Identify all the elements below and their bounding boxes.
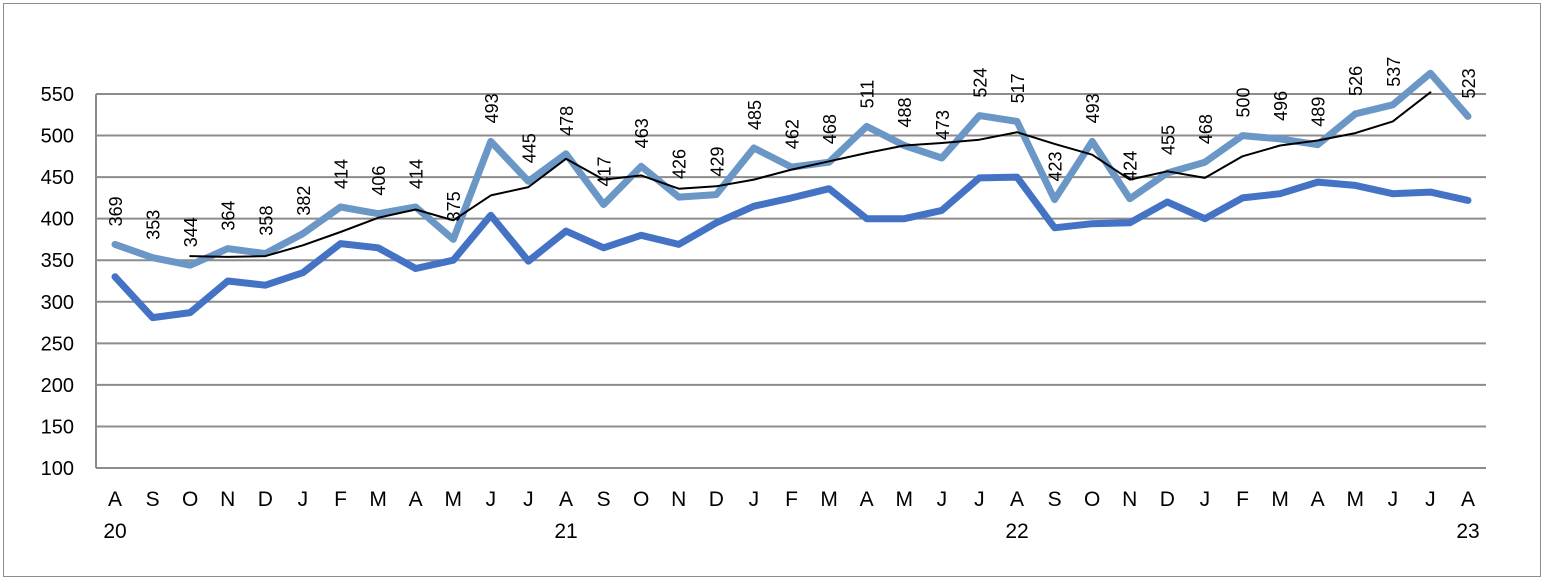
data-label: 488 [895,97,915,127]
y-tick-label: 250 [41,333,74,355]
x-tick-label: J [937,488,948,511]
y-tick-label: 300 [41,292,74,314]
x-tick-label: S [146,488,160,511]
data-label: 526 [1346,66,1366,96]
data-label: 468 [820,114,840,144]
data-label: 375 [444,191,464,221]
gridlines [96,93,1486,469]
series-line-1 [111,173,1472,322]
x-tick-label: F [1236,488,1249,511]
data-label: 406 [369,166,389,196]
x-tick-label: J [298,488,309,511]
data-label: 468 [1196,114,1216,144]
data-label: 353 [144,210,164,240]
x-tick-label: A [108,488,122,511]
x-tick-label: J [1388,488,1399,511]
data-label: 489 [1309,97,1329,127]
x-tick-label: F [785,488,798,511]
y-tick-label: 100 [41,458,74,480]
x-tick-label: S [597,488,611,511]
data-label: 462 [783,119,803,149]
x-tick-label: J [749,488,760,511]
data-label: 537 [1384,57,1404,87]
x-tick-label: S [1048,488,1062,511]
data-label: 523 [1459,68,1479,98]
x-tick-label: A [1311,488,1325,511]
x-tick-label: O [182,488,198,511]
x-tick-label: A [409,488,423,511]
series-line-2 [189,91,1432,258]
data-label: 517 [1008,73,1028,103]
data-label: 429 [707,147,727,177]
x-tick-label: J [974,488,985,511]
y-tick-label: 550 [41,84,74,106]
x-tick-label: M [1271,488,1289,511]
data-label: 364 [219,201,239,231]
x-tick-label: J [523,488,534,511]
data-labels: 369 353 344 364 358 382 414 406 414 375 493 445 478 4… [106,57,1479,247]
x-tick-label: D [1160,488,1175,511]
y-tick-label: 150 [41,416,74,438]
data-label: 424 [1121,151,1141,181]
data-label: 473 [933,110,953,140]
y-tick-label: 350 [41,250,74,272]
y-tick-label: 500 [41,126,74,148]
year-label: 20 [103,520,126,543]
data-label: 493 [482,93,502,123]
x-tick-label: N [220,488,235,511]
data-label: 382 [294,186,314,216]
data-label: 485 [745,100,765,130]
data-label: 414 [407,159,427,189]
data-label: 417 [595,156,615,186]
year-label: 23 [1456,520,1479,543]
year-label: 21 [554,520,577,543]
data-label: 496 [1271,91,1291,121]
series-lines [111,69,1472,322]
data-label: 478 [557,106,577,136]
x-tick-label: D [258,488,273,511]
x-tick-label: O [1084,488,1100,511]
x-tick-label: M [896,488,914,511]
data-label: 369 [106,196,126,226]
data-label: 455 [1158,125,1178,155]
data-label: 414 [332,159,352,189]
x-tick-label: A [860,488,874,511]
data-label: 423 [1046,152,1066,182]
x-tick-label: M [1347,488,1365,511]
y-tick-label: 200 [41,375,74,397]
x-tick-label: J [486,488,497,511]
data-label: 463 [632,118,652,148]
y-tick-label: 450 [41,167,74,189]
data-label: 500 [1234,88,1254,118]
series-line-0 [111,69,1472,269]
data-label: 344 [181,217,201,247]
data-label: 358 [256,206,276,236]
x-tick-label: M [369,488,387,511]
data-label: 511 [858,80,878,109]
x-tick-label: N [671,488,686,511]
data-label: 445 [519,133,539,163]
x-tick-label: A [1461,488,1475,511]
x-tick-label: O [633,488,649,511]
x-tick-label: F [334,488,347,511]
data-label: 524 [970,68,990,98]
y-tick-label: 400 [41,209,74,231]
x-tick-label: N [1122,488,1137,511]
chart-frame [3,3,1541,577]
x-tick-label: A [1010,488,1024,511]
data-label: 493 [1083,93,1103,123]
x-tick-label: J [1200,488,1211,511]
x-tick-label: A [559,488,573,511]
x-tick-label: J [1425,488,1436,511]
data-label: 426 [670,149,690,179]
x-tick-label: D [709,488,724,511]
x-tick-label: M [820,488,838,511]
x-tick-label: M [445,488,463,511]
year-label: 22 [1005,520,1028,543]
